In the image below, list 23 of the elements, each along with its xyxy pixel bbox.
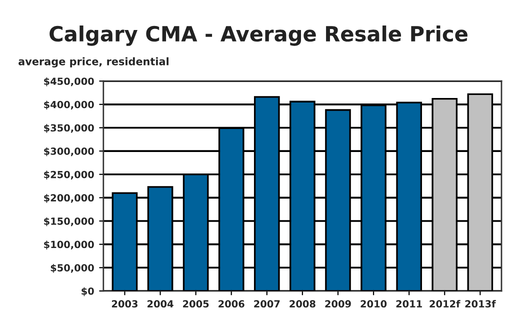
x-tick-label: 2007	[254, 300, 280, 308]
y-tick-label: $150,000	[44, 217, 94, 226]
chart-subtitle: average price, residential	[18, 57, 168, 68]
x-tick-label: 2013f	[465, 300, 496, 308]
y-tick-label: $50,000	[50, 264, 94, 273]
y-tick-label: $200,000	[44, 194, 94, 203]
x-tick-label: 2012f	[430, 300, 460, 308]
x-tick-label: 2011	[396, 300, 422, 308]
x-tick-label: 2005	[183, 300, 209, 308]
y-tick-label: $350,000	[44, 124, 94, 133]
x-tick-label: 2004	[148, 300, 174, 308]
y-tick-label: $300,000	[44, 147, 94, 156]
y-tick-label: $100,000	[44, 240, 94, 250]
x-tick-label: 2008	[290, 300, 316, 308]
x-tick-label: 2009	[325, 300, 351, 308]
y-tick-label: $450,000	[44, 77, 94, 86]
x-tick-label: 2010	[360, 300, 387, 308]
y-tick-label: $250,000	[44, 170, 94, 180]
y-tick-label: $0	[82, 287, 94, 296]
chart-title: Calgary CMA - Average Resale Price	[50, 26, 468, 46]
x-tick-label: 2006	[218, 300, 244, 308]
x-tick-label: 2003	[112, 300, 138, 308]
y-tick-label: $400,000	[44, 100, 94, 110]
